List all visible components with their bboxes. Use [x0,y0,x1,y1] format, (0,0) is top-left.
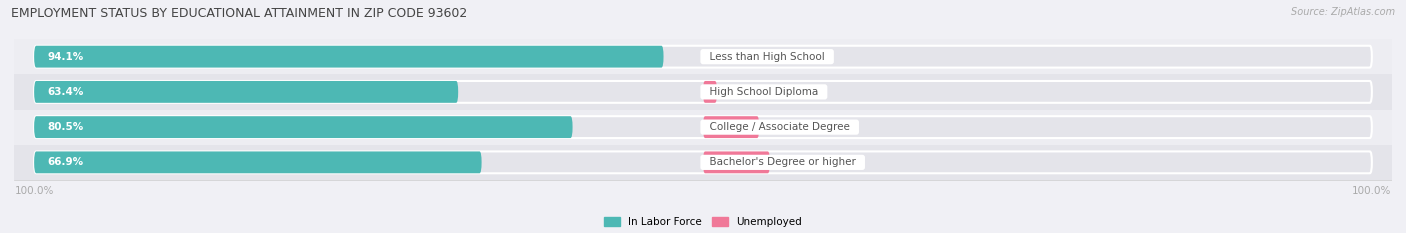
Text: Bachelor's Degree or higher: Bachelor's Degree or higher [703,157,862,167]
Text: 2.1%: 2.1% [727,87,754,97]
Bar [14,74,1392,110]
FancyBboxPatch shape [703,81,717,103]
FancyBboxPatch shape [34,81,458,103]
Text: Less than High School: Less than High School [703,52,831,62]
Text: 63.4%: 63.4% [48,87,84,97]
FancyBboxPatch shape [34,151,1372,173]
FancyBboxPatch shape [34,46,664,68]
Text: 94.1%: 94.1% [48,52,84,62]
Bar [14,39,1392,74]
Text: 66.9%: 66.9% [48,157,83,167]
FancyBboxPatch shape [34,116,572,138]
Bar [14,110,1392,145]
Text: Source: ZipAtlas.com: Source: ZipAtlas.com [1291,7,1395,17]
FancyBboxPatch shape [34,151,482,173]
Text: High School Diploma: High School Diploma [703,87,825,97]
FancyBboxPatch shape [34,46,1372,68]
Text: College / Associate Degree: College / Associate Degree [703,122,856,132]
Text: EMPLOYMENT STATUS BY EDUCATIONAL ATTAINMENT IN ZIP CODE 93602: EMPLOYMENT STATUS BY EDUCATIONAL ATTAINM… [11,7,468,20]
Text: 10.0%: 10.0% [780,157,813,167]
Legend: In Labor Force, Unemployed: In Labor Force, Unemployed [600,213,806,231]
Text: 0.0%: 0.0% [713,52,740,62]
FancyBboxPatch shape [34,81,1372,103]
FancyBboxPatch shape [703,116,759,138]
Text: 8.4%: 8.4% [769,122,796,132]
FancyBboxPatch shape [34,116,1372,138]
Bar [14,145,1392,180]
FancyBboxPatch shape [703,151,770,173]
Text: 80.5%: 80.5% [48,122,84,132]
